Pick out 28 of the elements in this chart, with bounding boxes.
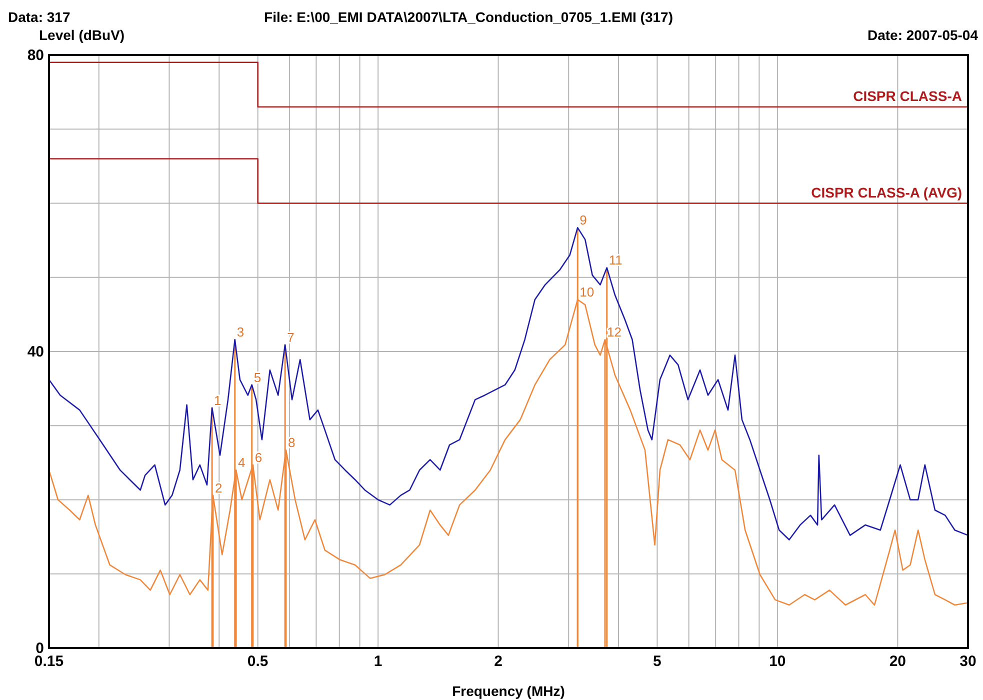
annotation: 12 <box>606 324 622 340</box>
chart-title: File: E:\00_EMI DATA\2007\LTA_Conduction_0705_1.EMI (317) <box>264 9 673 25</box>
x-tick-label: 0.5 <box>247 653 268 670</box>
annotation: 4 <box>238 455 246 470</box>
annotation: 11 <box>608 252 622 268</box>
text: Date: 2007-05-04 <box>867 27 978 43</box>
annotation: 10 <box>580 284 594 300</box>
annotation: 2 <box>214 480 222 496</box>
annotation: 1 <box>214 392 222 408</box>
annotation: 7 <box>287 330 294 345</box>
x-tick-label: 5 <box>653 653 662 670</box>
annotation: 6 <box>254 450 262 465</box>
annotation: 5 <box>254 370 262 385</box>
x-tick-label: 10 <box>769 653 786 670</box>
x-tick-label: 1 <box>374 653 382 670</box>
y-tick-label: 40 <box>27 344 44 360</box>
annotation: 8 <box>288 435 296 450</box>
annotation: 3 <box>236 324 244 340</box>
x-tick-label: 20 <box>889 653 906 670</box>
x-tick-label: 2 <box>494 653 502 670</box>
annotation: 9 <box>580 212 587 228</box>
x-axis-title: Frequency (MHz) <box>452 683 565 699</box>
y-tick-label: 80 <box>27 47 44 64</box>
text: Data: 317 <box>8 9 70 25</box>
series-label: CISPR CLASS-A (AVG) <box>811 184 962 200</box>
series-label: CISPR CLASS-A <box>853 88 962 104</box>
y-axis-title: Level (dBuV) <box>39 27 125 43</box>
x-tick-label: 30 <box>960 653 976 670</box>
